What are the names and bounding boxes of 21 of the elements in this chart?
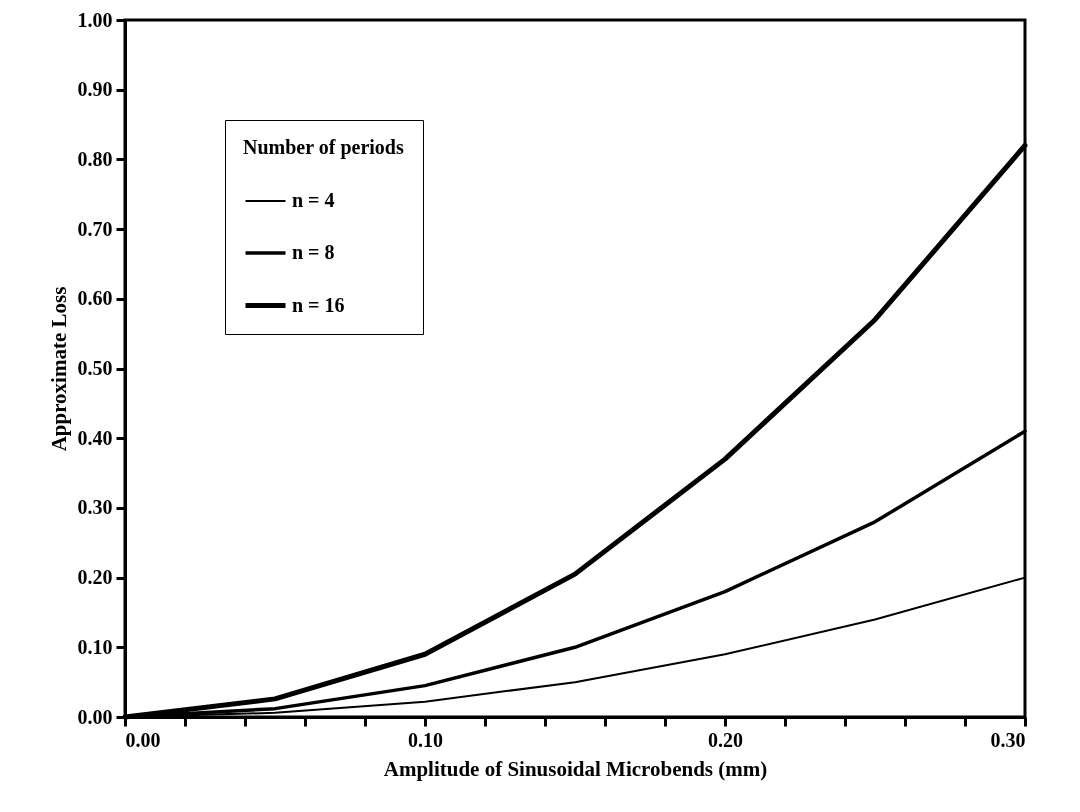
y-tick-label: 0.60 [77,287,113,310]
y-tick-label: 0.50 [77,357,113,379]
legend-label: n = 16 [292,293,345,316]
x-axis-title: Amplitude of Sinusoidal Microbends (mm) [383,756,768,781]
y-tick-label: 0.30 [77,496,113,519]
y-tick-label: 1.00 [77,8,113,31]
y-tick-label: 0.20 [77,566,113,589]
legend-label: n = 8 [292,241,335,263]
y-tick-label: 0.00 [77,705,113,728]
y-tick-label: 0.70 [77,217,113,240]
x-tick-label: 0.30 [990,728,1026,751]
y-axis-title: Approximate Loss [46,286,71,452]
legend-title: Number of periods [243,136,404,159]
x-tick-label: 0.00 [125,728,161,751]
legend-label: n = 4 [292,189,335,211]
y-tick-label: 0.10 [77,635,113,658]
y-tick-label: 0.90 [77,78,113,101]
x-tick-label: 0.10 [408,728,443,751]
x-tick-label: 0.20 [708,728,743,751]
y-tick-label: 0.40 [77,426,113,449]
y-tick-label: 0.80 [77,147,113,170]
